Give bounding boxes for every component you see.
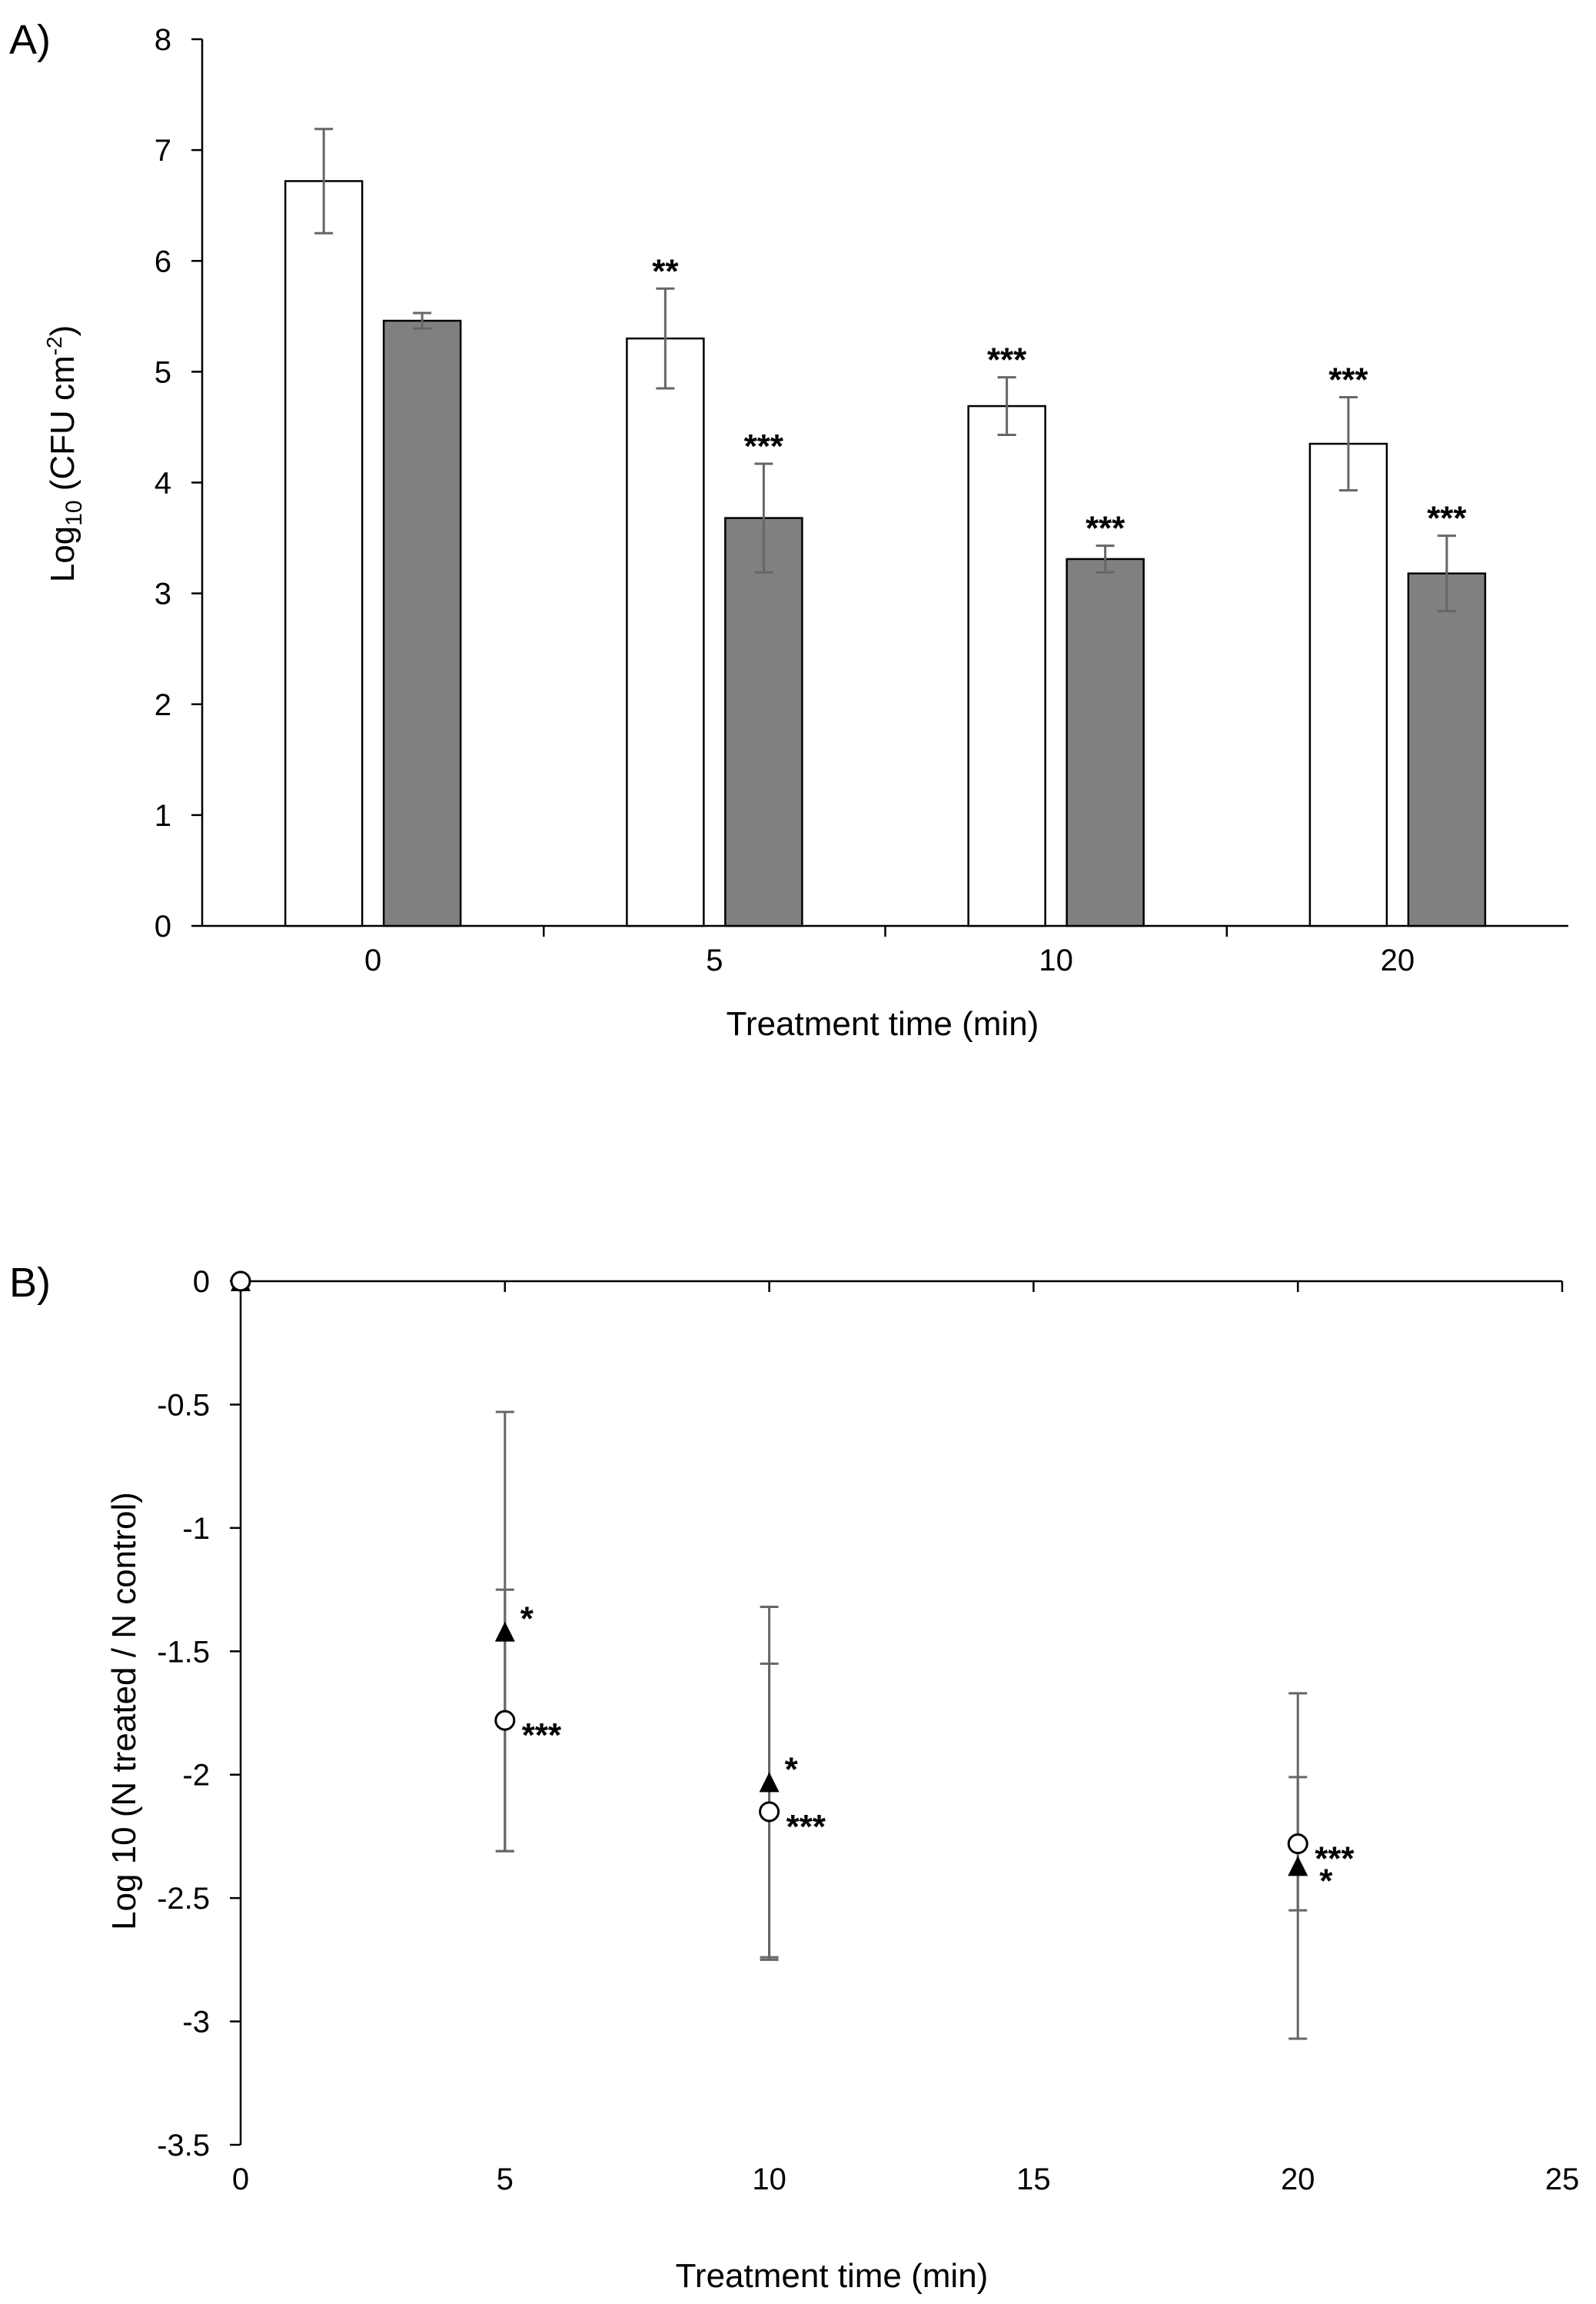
point-circle [230,1270,251,1292]
bar [626,337,705,927]
significance-label: *** [744,428,784,465]
x-tick-label: 5 [497,2162,514,2196]
bar [284,180,364,927]
point-triangle [494,1621,515,1642]
panel-a-label: A) [9,17,51,63]
significance-label: *** [522,1716,562,1754]
bar [382,319,462,927]
panel-b-label: B) [9,1260,51,1306]
panel-a-ylabel-main: Log [44,526,81,582]
y-tick-label: 0 [193,1265,210,1299]
y-tick-label: -2.5 [157,1882,210,1916]
bar [967,405,1046,927]
panel-a-ylabel-end: ) [44,325,81,337]
panel-a-x-axis-label: Treatment time (min) [727,1005,1039,1043]
significance-label: *** [1086,510,1126,548]
y-tick-label: 8 [155,23,171,57]
x-tick-label: 25 [1545,2162,1580,2196]
y-tick-label: -2 [182,1759,210,1793]
y-tick-label: 2 [155,688,171,722]
panel-a-bars: ***************** [284,128,1487,927]
y-tick-label: 3 [155,578,171,611]
panel-a-y-axis-label: Log10 (CFU cm-2) [42,325,87,583]
y-tick-label: 6 [155,245,171,278]
y-tick-label: -1.5 [157,1635,210,1669]
significance-label: ** [652,252,679,290]
y-tick-label: -3.5 [157,2129,210,2162]
point-triangle [1288,1856,1308,1876]
significance-label: * [785,1750,799,1788]
panel-a-x-tick-labels: 0 5 10 20 [364,944,1415,977]
significance-label: *** [1427,500,1467,538]
panel-a-ylabel-rest: (CFU cm [44,355,81,500]
y-tick-label: -3 [182,2006,210,2039]
x-tick-label: 20 [1381,944,1415,977]
significance-label: *** [987,341,1027,379]
panel-b-y-tick-labels: 0 -0.5 -1 -1.5 -2 -2.5 -3 -3.5 [157,1265,210,2162]
x-tick-label: 15 [1016,2162,1051,2196]
point-circle [1287,1833,1308,1855]
bar [1308,442,1388,927]
significance-label: * [1319,1862,1333,1899]
panel-b-y-axis-label: Log 10 (N treated / N control) [105,1492,143,1930]
panel-b-x-axis-label: Treatment time (min) [676,2257,989,2295]
panel-b-points: ************ [230,1270,1355,2040]
x-tick-label: 5 [706,944,723,977]
y-tick-label: 1 [155,799,171,833]
bar [724,517,803,927]
y-tick-label: 0 [155,910,171,944]
panel-b-x-tick-labels: 0 5 10 15 20 25 [232,2162,1579,2196]
y-tick-label: -1 [182,1512,210,1546]
point-circle [494,1710,516,1731]
x-tick-label: 10 [752,2162,786,2196]
significance-label: *** [786,1808,826,1846]
y-tick-label: -0.5 [157,1388,210,1422]
significance-label: *** [1328,361,1368,399]
significance-label: * [520,1600,534,1638]
point-triangle [759,1772,780,1793]
panel-a-ylabel-sub: 10 [62,500,87,525]
x-tick-label: 0 [364,944,381,977]
panel-a-ylabel-sup: -2 [42,336,66,355]
y-tick-label: 5 [155,355,171,389]
point-circle [759,1801,780,1823]
bar [1407,572,1487,927]
y-tick-label: 7 [155,134,171,168]
y-tick-label: 4 [155,467,171,501]
significance-label: *** [1315,1840,1355,1878]
bar [1066,558,1145,927]
panel-a-y-tick-labels: 0 1 2 3 4 5 6 7 8 [155,23,171,944]
x-tick-label: 20 [1281,2162,1315,2196]
panel-b-scatter-chart: B) 0-0.5-1-1.5-2-2.5-3-3.5 0 5 10 15 20 25 **… [9,1260,1579,2295]
x-tick-label: 0 [232,2162,249,2196]
x-tick-label: 10 [1039,944,1073,977]
panel-b-axes [230,1280,1564,2146]
